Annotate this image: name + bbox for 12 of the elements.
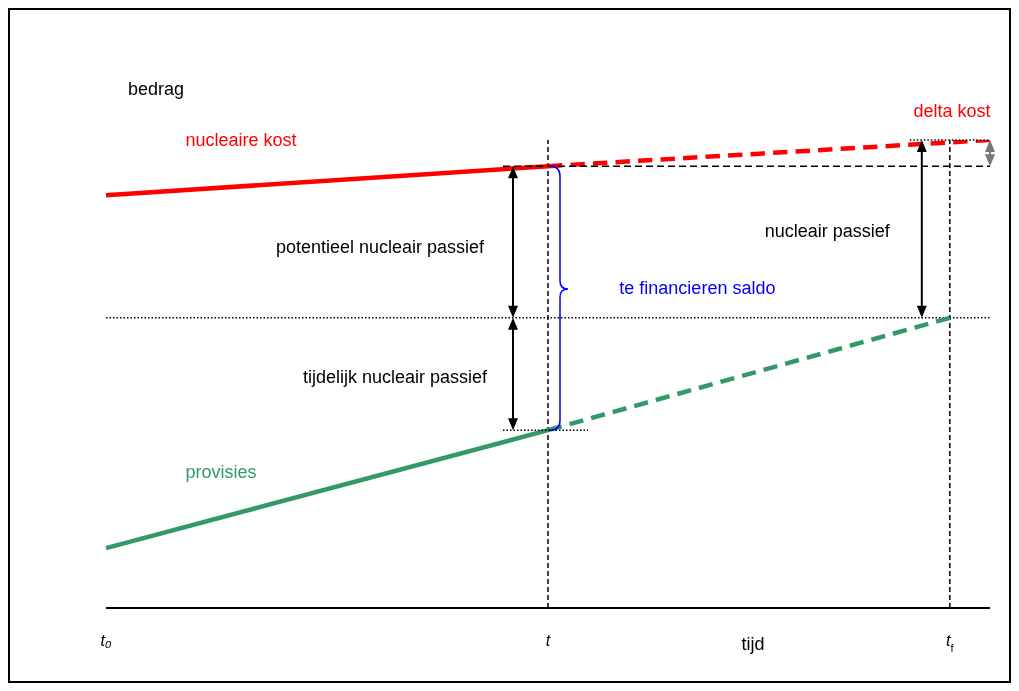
annotation: te financieren saldo (619, 277, 776, 298)
y-axis-title: bedrag (128, 79, 185, 99)
x-tick-label: t$_{f}$ (946, 632, 955, 654)
annotation: tijdelijk nucleair passief (303, 366, 489, 387)
annotation: potentieel nucleair passief (275, 236, 486, 257)
annotation: nucleair passief (764, 220, 891, 241)
series-label: nucleaire kost (185, 130, 297, 151)
series-label: provisies (185, 461, 257, 482)
x-tick-label: t (545, 632, 551, 649)
x-axis-title: tijd (741, 634, 765, 654)
text: delta kost (913, 100, 991, 121)
x-tick-label: t₀ (100, 632, 112, 649)
